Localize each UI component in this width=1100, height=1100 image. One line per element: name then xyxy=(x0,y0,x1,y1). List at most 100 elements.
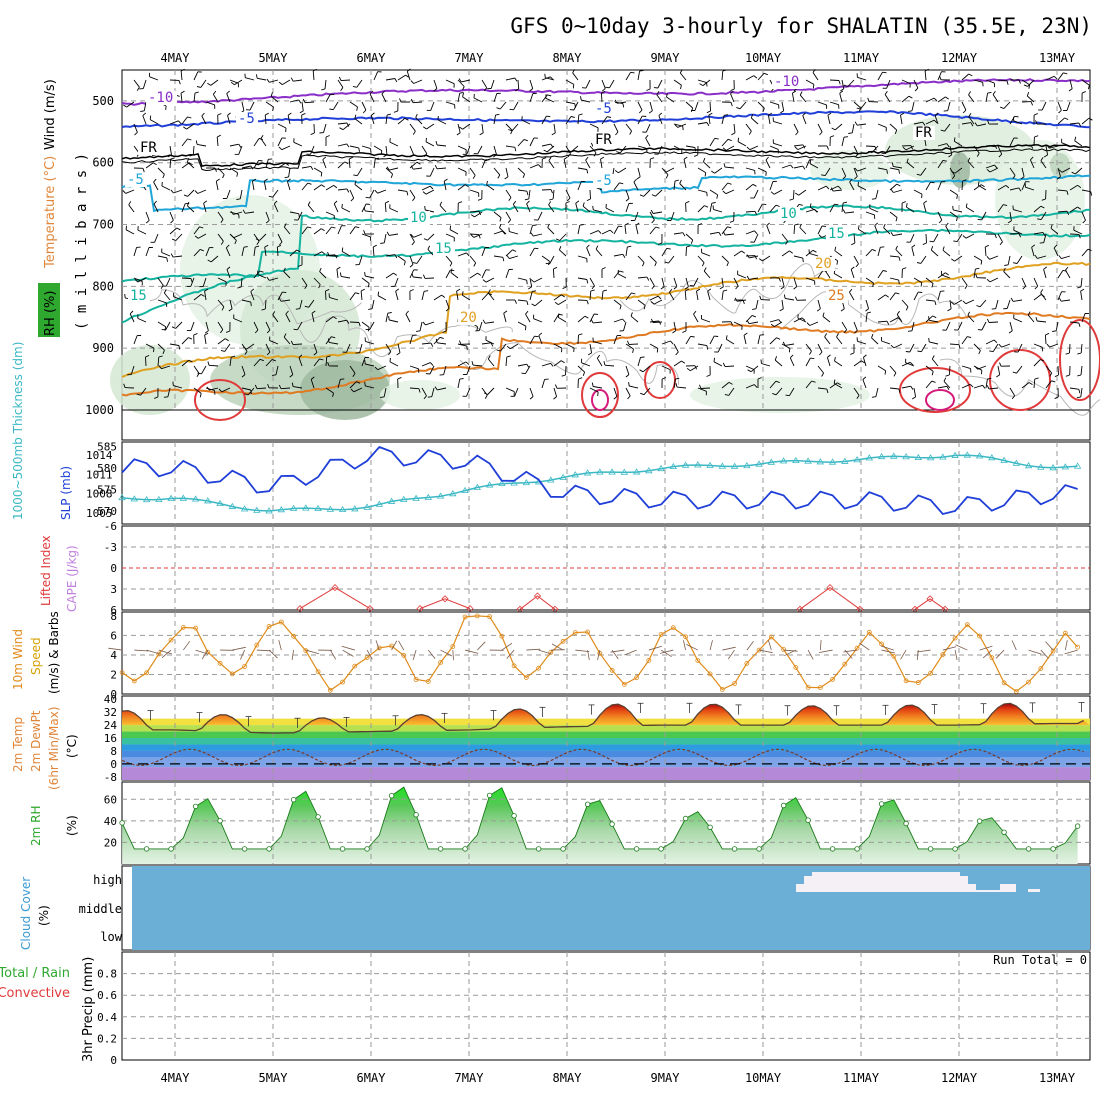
rh-point xyxy=(1025,846,1032,852)
rh-point xyxy=(290,797,297,803)
rh-point xyxy=(266,846,272,852)
thickness-point xyxy=(216,499,224,507)
thickness-point xyxy=(1012,459,1021,466)
cloud-level-label: high xyxy=(93,873,122,887)
rh-point xyxy=(609,821,615,827)
wind-barb xyxy=(818,649,833,653)
wind-speed-point xyxy=(903,678,909,684)
wind-speed-point xyxy=(964,622,970,628)
rh-tick: 40 xyxy=(104,815,117,828)
thickness-point xyxy=(657,464,665,472)
thickness-point xyxy=(412,494,420,501)
wind-barb xyxy=(727,649,735,660)
li-point xyxy=(516,605,524,613)
wind-barb xyxy=(108,647,123,651)
thickness-point xyxy=(951,451,959,458)
wind-speed-point xyxy=(768,634,774,640)
rh-point xyxy=(927,846,934,852)
wind-speed-point xyxy=(989,655,995,661)
temp-tick: 24 xyxy=(104,719,118,732)
date-labels-bottom: 4MAY 5MAY 6MAY 7MAY 8MAY 9MAY 10MAY 11MAY 12MAY 1… xyxy=(161,1071,1076,1085)
rh-point xyxy=(437,846,444,852)
wind-speed-point xyxy=(560,638,566,644)
wind-barb xyxy=(648,645,662,651)
thickness-point xyxy=(449,490,457,497)
li-point xyxy=(856,605,864,613)
thickness-point xyxy=(975,452,984,459)
wind-speed-point xyxy=(217,660,223,666)
wind-barb xyxy=(597,649,601,660)
wind-speed-point xyxy=(805,685,811,690)
dewpt-line xyxy=(121,748,1084,767)
li-line xyxy=(299,587,371,610)
wind-barb xyxy=(398,640,405,651)
ylabel-total-rain: Total / Rain xyxy=(0,966,70,981)
wind-speed-point xyxy=(585,629,590,635)
thickness-point xyxy=(939,453,947,460)
wind-speed-point xyxy=(793,665,799,670)
wind-speed-point xyxy=(842,661,848,667)
wind-speed-point xyxy=(940,652,946,657)
date-label-bottom: 7MAY xyxy=(455,1071,485,1085)
temp-tick: 32 xyxy=(104,706,117,719)
ylabel-min-max: (6hr Min/Max) xyxy=(47,707,61,791)
precip-panel: 0.8 0.6 0.4 0.2 0 Run Total = 0 Total / Rain… xyxy=(0,951,1091,1067)
ylabel-barbs: (m/s) & Barbs xyxy=(47,611,61,694)
contour-label: -10 xyxy=(774,74,799,90)
thickness-point xyxy=(779,457,788,464)
date-label-top: 6MAY xyxy=(357,51,387,65)
wind-speed-point xyxy=(229,671,235,677)
wind-barb xyxy=(900,649,907,660)
run-total: Run Total = 0 xyxy=(993,953,1087,967)
precip-tick: 0.4 xyxy=(97,1011,117,1024)
ylabel-2m-dewpt: 2m DewPt xyxy=(29,710,43,772)
tick-label: 800 xyxy=(92,279,114,293)
wind-speed-point xyxy=(548,650,554,655)
wind-speed-point xyxy=(352,663,358,669)
rh-point xyxy=(168,846,174,852)
rh-point xyxy=(339,846,346,852)
high-cloud-clear xyxy=(796,872,1040,892)
wind-barb xyxy=(1028,649,1042,655)
wind-speed-point xyxy=(915,680,921,685)
thickness-point xyxy=(804,457,812,464)
rh-point xyxy=(682,815,689,822)
wind10m-panel: 8 6 4 2 0 10m Wind Speed (m/s) & Barbs xyxy=(11,610,1091,701)
wind-tick: 6 xyxy=(110,629,117,642)
wind-barb xyxy=(291,650,294,661)
tick-label: 1000 xyxy=(85,403,114,417)
date-label-bottom: 13MAY xyxy=(1039,1071,1076,1085)
wind-barb xyxy=(807,649,814,660)
thickness-point xyxy=(706,461,714,468)
thickness-tick: 570 xyxy=(97,505,117,518)
rh-point xyxy=(560,846,566,852)
ylabel-wind: Wind (m/s) xyxy=(43,79,58,150)
wind-speed-point xyxy=(462,614,468,620)
wind-speed-point xyxy=(364,655,370,660)
date-label-bottom: 5MAY xyxy=(259,1071,289,1085)
thickness-point xyxy=(473,483,482,490)
li-tick: 6 xyxy=(110,604,117,617)
high-cloud-gap xyxy=(1028,889,1040,892)
thickness-point xyxy=(522,479,531,486)
li-point xyxy=(926,595,934,603)
wind-barb xyxy=(686,644,699,651)
contour-label: -5 xyxy=(127,172,144,188)
thickness-point xyxy=(694,461,702,468)
ylabel-temperature: Temperature (°C) xyxy=(43,156,58,269)
thickness-point xyxy=(1073,462,1082,469)
li-point xyxy=(466,605,474,613)
li-line xyxy=(799,586,861,610)
rh-point xyxy=(1001,829,1007,835)
wind-barbs xyxy=(122,68,1093,400)
wind-barb xyxy=(819,640,822,651)
date-label-top: 9MAY xyxy=(651,51,681,65)
thickness-point xyxy=(314,504,322,512)
thickness-point xyxy=(583,469,592,476)
wind-barb xyxy=(660,649,674,654)
wind-barb xyxy=(183,640,191,651)
rh-shading xyxy=(110,115,1100,420)
thickness-point xyxy=(669,462,678,470)
wind-speed-point xyxy=(242,664,248,669)
